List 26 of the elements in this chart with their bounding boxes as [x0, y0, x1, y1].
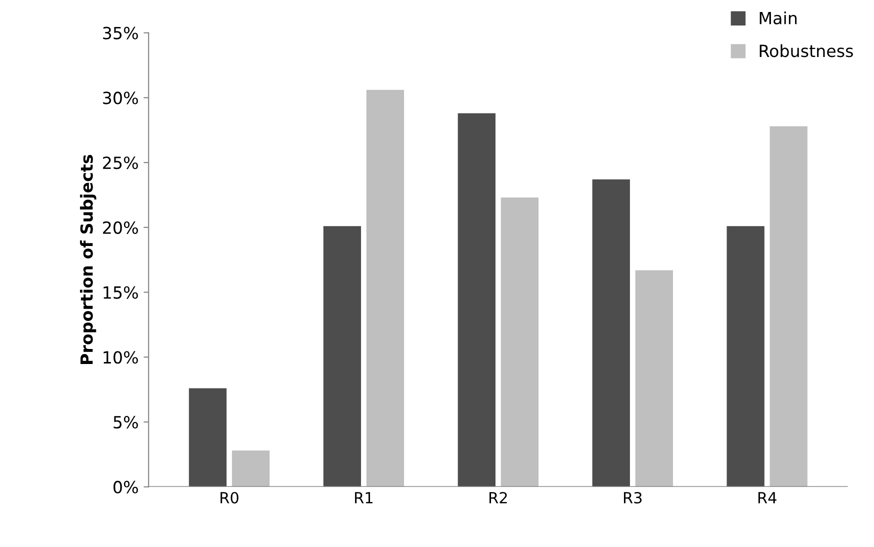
bar [188, 388, 227, 487]
y-tick-label: 35% [103, 26, 138, 40]
x-tick-label: R4 [758, 492, 776, 504]
bar [770, 126, 808, 487]
x-tick-label: R1 [355, 492, 372, 504]
y-tick-label: 10% [104, 351, 138, 364]
y-tick-label: 0% [114, 480, 138, 494]
bar [592, 179, 630, 487]
bar [366, 90, 404, 487]
x-tick-label: R0 [220, 492, 238, 504]
y-tick-label: 20% [103, 221, 138, 234]
legend-label: Main [760, 12, 797, 24]
legend-label: Robustness [760, 44, 853, 58]
y-tick-label: 5% [114, 416, 138, 429]
y-axis-title: Proportion of Subjects [80, 154, 96, 364]
y-tick-label: 25% [103, 156, 138, 170]
y-tick-label: 30% [103, 92, 138, 104]
y-tick-label: 15% [104, 286, 138, 299]
x-tick-label: R3 [624, 492, 642, 504]
bar [635, 270, 673, 487]
bar [232, 450, 270, 487]
x-tick-label: R2 [490, 492, 507, 504]
bar [458, 113, 496, 487]
bar [726, 226, 764, 487]
bar [500, 198, 539, 487]
bar [323, 226, 362, 487]
